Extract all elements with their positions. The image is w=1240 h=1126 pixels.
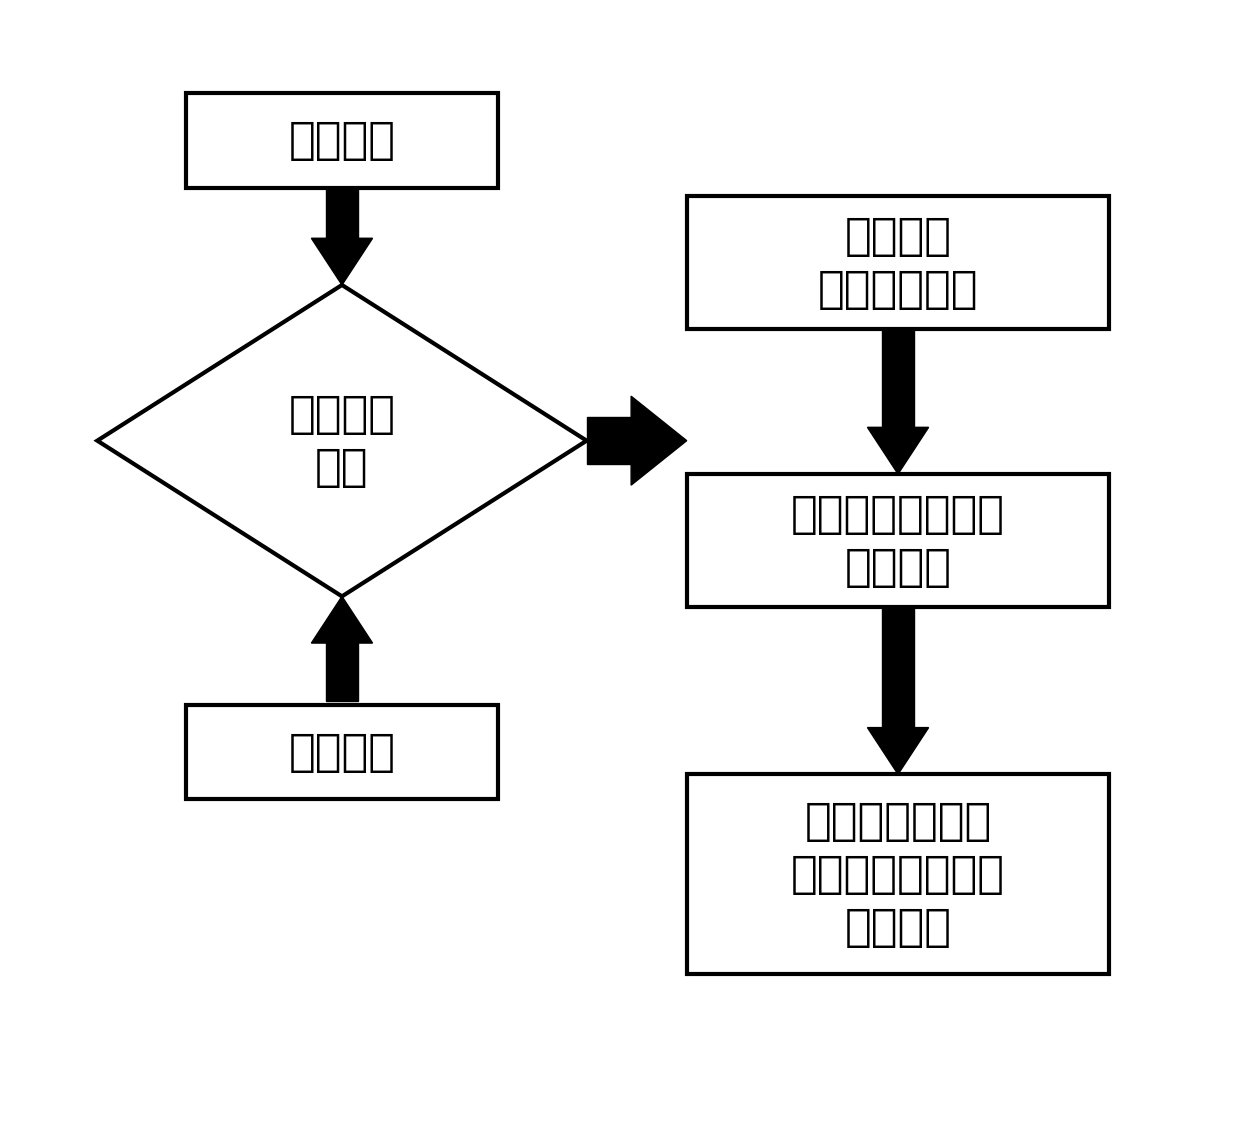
FancyBboxPatch shape [687, 196, 1110, 330]
Polygon shape [97, 285, 587, 597]
Polygon shape [326, 188, 357, 239]
FancyBboxPatch shape [186, 705, 497, 799]
Polygon shape [883, 330, 914, 428]
Polygon shape [311, 597, 372, 643]
Polygon shape [868, 428, 929, 474]
Text: 基于简化模型的
框架结构动力响应
预测模型: 基于简化模型的 框架结构动力响应 预测模型 [791, 799, 1006, 949]
Text: 简化模型: 简化模型 [289, 731, 396, 774]
Polygon shape [631, 396, 687, 485]
Polygon shape [868, 727, 929, 775]
Polygon shape [311, 239, 372, 285]
Polygon shape [326, 643, 357, 701]
FancyBboxPatch shape [687, 775, 1110, 974]
Text: 层间剪力
相等: 层间剪力 相等 [289, 393, 396, 489]
FancyBboxPatch shape [687, 474, 1110, 608]
Text: 框架结构: 框架结构 [289, 119, 396, 162]
Polygon shape [587, 418, 631, 464]
Text: 新型简化模型参数
识别方法: 新型简化模型参数 识别方法 [791, 493, 1006, 589]
Text: 框架结构
新型简化模型: 框架结构 新型简化模型 [817, 215, 978, 311]
FancyBboxPatch shape [186, 93, 497, 188]
Polygon shape [883, 608, 914, 727]
